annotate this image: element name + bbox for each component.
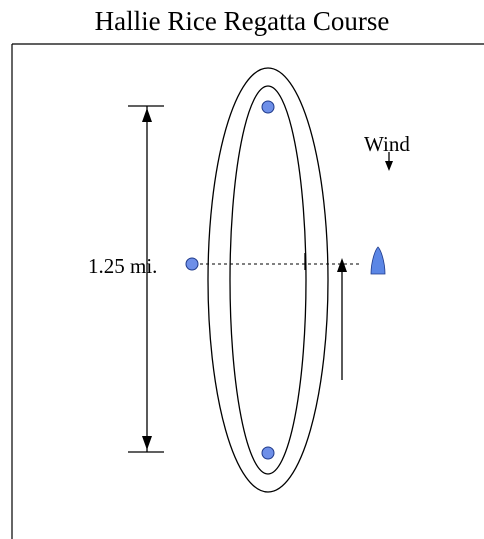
start-arrow-head — [337, 258, 347, 272]
outer-course-loop — [207, 67, 329, 493]
wind-arrow-icon — [385, 161, 393, 171]
distance-top-arrow — [142, 108, 152, 122]
wind-label: Wind — [364, 132, 410, 156]
leeward-mark — [261, 446, 275, 460]
distance-bottom-arrow — [142, 436, 152, 450]
committee-boat — [370, 246, 386, 275]
inner-course-loop — [229, 85, 307, 475]
windward-mark — [261, 100, 275, 114]
diagram-title: Hallie Rice Regatta Course — [94, 6, 390, 36]
distance-label: 1.25 mi. — [88, 254, 158, 278]
start-pin-mark — [185, 257, 199, 271]
